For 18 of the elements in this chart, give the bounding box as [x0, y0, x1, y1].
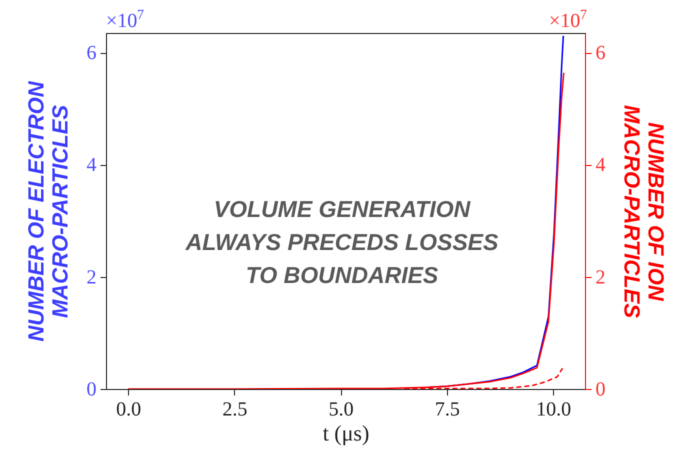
x-tick-label: 0.0	[116, 398, 142, 420]
y2-tick-label: 0	[596, 378, 606, 400]
x-axis-title: t (μs)	[322, 420, 370, 446]
y-axis-title: NUMBER OF ELECTRON MACRO-PARTICLES	[24, 80, 72, 342]
y-tick-label: 0	[86, 378, 96, 400]
y-tick-label: 2	[86, 266, 96, 288]
y2-tick-label: 4	[596, 154, 606, 176]
y2-tick-label: 6	[596, 42, 606, 64]
x-tick-label: 5.0	[328, 398, 354, 420]
x-tick-label: 2.5	[222, 398, 248, 420]
x-tick-label: 7.5	[434, 398, 460, 420]
y-tick-label: 4	[86, 154, 96, 176]
line-series	[127, 72, 564, 389]
annotation: VOLUME GENERATION ALWAYS PRECEDS LOSSES TO BOUNDARIES	[184, 196, 499, 288]
x-tick-label: 10.0	[536, 398, 572, 420]
y2-axis-title: NUMBER OF ION MACRO-PARTICLES	[620, 104, 668, 318]
y-tick-label: 6	[86, 42, 96, 64]
y2-tick-label: 2	[596, 266, 606, 288]
